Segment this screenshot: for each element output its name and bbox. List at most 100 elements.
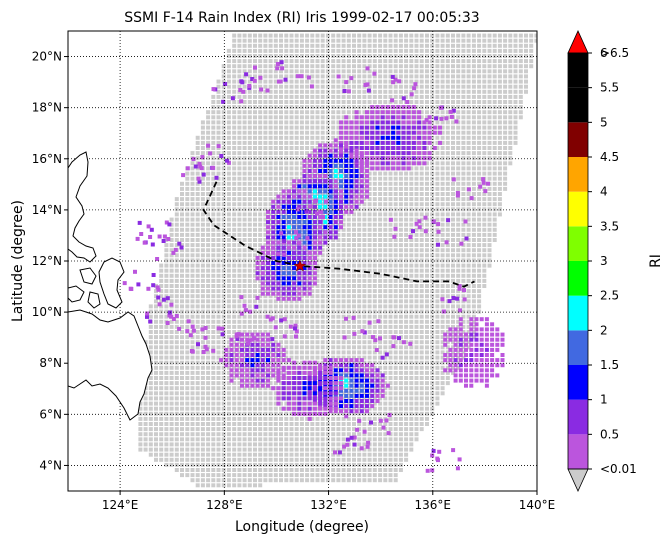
swath-pixel <box>185 202 190 207</box>
swath-pixel <box>440 192 445 196</box>
swath-pixel <box>419 345 424 350</box>
swath-pixel <box>471 299 476 304</box>
swath-pixel <box>367 273 372 278</box>
swath-pixel <box>383 411 388 416</box>
swath-pixel <box>221 381 226 386</box>
swath-pixel <box>372 360 377 365</box>
swath-pixel <box>346 202 351 207</box>
swath-pixel <box>414 350 419 355</box>
swath-pixel <box>195 273 200 278</box>
swath-pixel <box>414 289 419 294</box>
swath-pixel <box>195 299 200 304</box>
swath-pixel <box>211 232 216 237</box>
swath-pixel <box>221 462 226 467</box>
swath-pixel <box>315 447 320 452</box>
swath-pixel <box>414 284 419 288</box>
swath-pixel <box>200 263 205 268</box>
swath-pixel <box>310 360 315 365</box>
swath-pixel <box>268 105 273 110</box>
swath-pixel <box>174 442 179 447</box>
swath-pixel <box>414 166 419 171</box>
swath-pixel <box>258 243 263 248</box>
swath-pixel <box>388 248 393 253</box>
swath-pixel <box>461 340 466 345</box>
swath-pixel <box>185 355 190 360</box>
swath-pixel <box>461 278 466 283</box>
swath-pixel <box>383 212 388 217</box>
swath-pixel <box>471 263 476 268</box>
swath-pixel <box>226 89 231 94</box>
swath-pixel <box>430 79 435 84</box>
swath-pixel <box>440 360 445 365</box>
swath-pixel <box>299 135 304 140</box>
swath-pixel <box>273 146 278 150</box>
swath-pixel <box>299 64 304 69</box>
swath-pixel <box>237 156 242 161</box>
swath-pixel <box>310 401 315 406</box>
swath-pixel <box>284 365 289 370</box>
swath-pixel <box>180 238 184 242</box>
swath-pixel <box>372 273 377 278</box>
swath-pixel <box>487 110 492 115</box>
swath-pixel <box>185 248 190 253</box>
swath-pixel <box>320 324 325 329</box>
swath-pixel <box>367 411 372 416</box>
swath-pixel <box>419 186 424 191</box>
swath-pixel <box>253 314 257 319</box>
swath-pixel <box>367 202 372 207</box>
swath-pixel <box>378 457 383 462</box>
swath-pixel <box>247 222 252 227</box>
swath-pixel <box>279 304 283 309</box>
swath-pixel <box>477 115 482 120</box>
swath-pixel <box>362 468 367 472</box>
swath-pixel <box>518 84 523 89</box>
swath-pixel <box>419 391 424 396</box>
swath-pixel <box>487 212 492 217</box>
swath-pixel <box>305 146 310 150</box>
swath-pixel <box>409 355 414 360</box>
swath-pixel <box>456 345 461 350</box>
swath-pixel <box>232 69 237 74</box>
swath-pixel <box>226 284 231 288</box>
swath-pixel <box>372 411 377 416</box>
swath-pixel <box>352 222 356 227</box>
swath-pixel <box>367 406 372 411</box>
swath-pixel <box>242 350 247 355</box>
swath-pixel <box>524 84 528 89</box>
swath-pixel <box>466 89 471 94</box>
swath-pixel <box>242 289 247 294</box>
swath-pixel <box>435 79 440 84</box>
swath-pixel <box>383 166 388 171</box>
swath-pixel <box>268 135 273 140</box>
swath-pixel <box>331 253 336 258</box>
swath-pixel <box>404 457 409 462</box>
swath-pixel <box>357 335 362 340</box>
swath-pixel <box>268 314 273 319</box>
swath-pixel <box>398 427 403 432</box>
swath-pixel <box>325 268 330 273</box>
swath-pixel <box>456 350 461 355</box>
swath-pixel <box>440 253 445 258</box>
swath-pixel <box>393 74 398 79</box>
swath-pixel <box>190 457 195 462</box>
swath-pixel <box>487 222 492 227</box>
swath-pixel <box>211 381 216 386</box>
swath-pixel <box>185 381 190 386</box>
swath-pixel <box>305 437 310 442</box>
swath-pixel <box>226 381 231 386</box>
swath-pixel <box>425 171 429 176</box>
swath-pixel <box>226 457 231 462</box>
swath-pixel <box>237 84 242 89</box>
swath-pixel <box>461 130 466 135</box>
swath-pixel <box>221 120 226 125</box>
swath-pixel <box>268 59 273 64</box>
swath-pixel <box>393 411 398 416</box>
swath-pixel <box>294 386 299 391</box>
swath-pixel <box>268 340 273 345</box>
swath-pixel <box>383 197 388 202</box>
swath-pixel <box>315 309 320 314</box>
swath-pixel <box>200 345 205 350</box>
swath-pixel <box>425 324 429 329</box>
swath-pixel <box>393 355 398 360</box>
swath-pixel <box>513 135 518 140</box>
